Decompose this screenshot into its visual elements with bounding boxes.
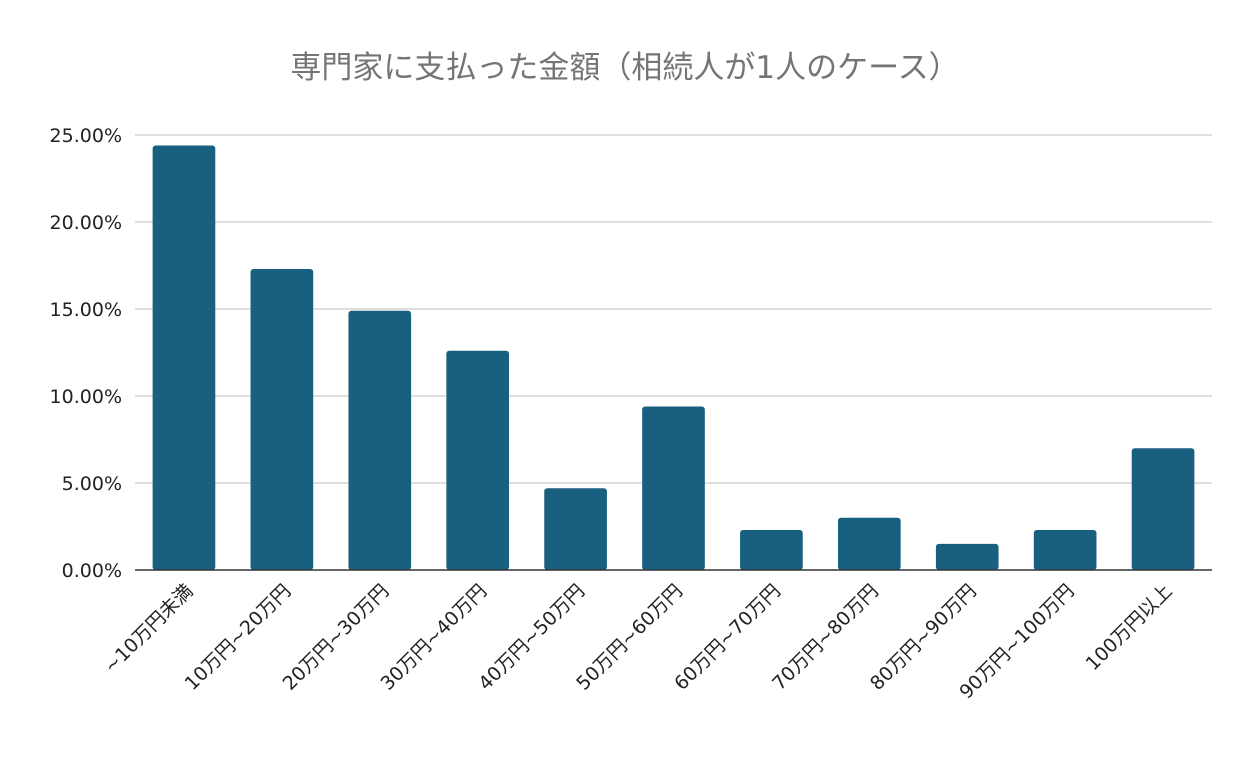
x-category-label: 60万円~70万円 — [670, 580, 785, 695]
x-category-label: 40万円~50万円 — [474, 580, 589, 695]
x-category-label: 70万円~80万円 — [768, 580, 883, 695]
bar — [642, 406, 705, 570]
bar — [544, 488, 607, 570]
bar — [446, 350, 510, 570]
gridlines — [135, 134, 1212, 484]
x-category-label: 20万円~30万円 — [279, 580, 394, 695]
bars — [152, 145, 1195, 570]
bar — [348, 310, 412, 570]
x-category-label: 10万円~20万円 — [181, 580, 296, 695]
bar — [1131, 448, 1195, 570]
bar — [152, 145, 216, 570]
bar — [837, 517, 901, 570]
x-axis-categories: ~10万円未満10万円~20万円20万円~30万円30万円~40万円40万円~5… — [100, 580, 1177, 703]
bar — [935, 543, 999, 570]
y-tick-label: 0.00% — [62, 560, 122, 582]
x-category-label: 80万円~90万円 — [866, 580, 981, 695]
chart-title: 専門家に支払った金額（相続人が1人のケース） — [290, 50, 959, 86]
y-tick-label: 15.00% — [50, 299, 122, 321]
bar — [250, 268, 314, 570]
y-axis-ticks: 0.00% 5.00% 10.00% 15.00% 20.00% 25.00% — [50, 125, 122, 582]
bar — [1033, 529, 1097, 570]
y-tick-label: 20.00% — [50, 212, 122, 234]
x-category-label: ~10万円未満 — [100, 580, 198, 678]
x-category-label: 50万円~60万円 — [572, 580, 687, 695]
y-tick-label: 10.00% — [50, 386, 122, 408]
x-category-label: 30万円~40万円 — [376, 580, 491, 695]
x-category-label: 100万円以上 — [1082, 580, 1177, 675]
y-tick-label: 5.00% — [62, 473, 122, 495]
bar — [740, 529, 803, 570]
y-tick-label: 25.00% — [50, 125, 122, 147]
